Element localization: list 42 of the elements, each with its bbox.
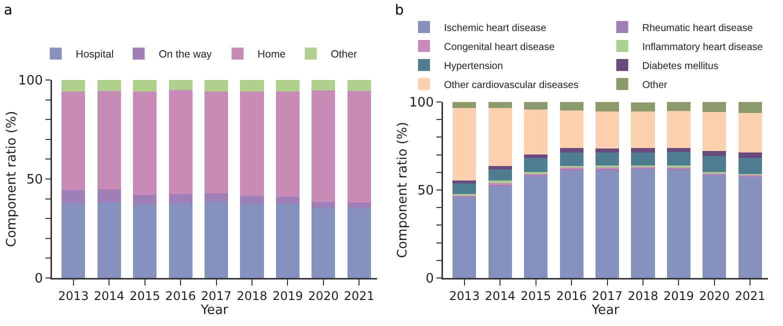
x-tick-label: 2019 bbox=[663, 288, 694, 303]
x-tick-label: 2014 bbox=[484, 288, 516, 303]
x-tick-label: 2013 bbox=[58, 288, 89, 303]
x-tick-label: 2018 bbox=[628, 288, 658, 303]
x-tick-label: 2016 bbox=[556, 288, 587, 303]
x-tick-label: 2017 bbox=[592, 288, 623, 303]
legend-label: Diabetes mellitus bbox=[642, 60, 718, 72]
legend-label: Other bbox=[642, 80, 668, 91]
legend-label: Hospital bbox=[76, 48, 114, 61]
x-tick-label: 2019 bbox=[272, 288, 303, 303]
x-tick-label: 2021 bbox=[344, 288, 374, 303]
y-tick-label: 50 bbox=[26, 172, 43, 188]
x-tick-label: 2014 bbox=[94, 288, 124, 303]
x-tick-label: 2016 bbox=[165, 288, 196, 303]
x-axis-title: Year bbox=[590, 302, 620, 318]
x-tick-label: 2018 bbox=[236, 288, 268, 303]
x-tick-label: 2013 bbox=[449, 288, 480, 303]
legend-label: Hypertension bbox=[444, 60, 503, 72]
x-tick-label: 2020 bbox=[699, 288, 730, 303]
x-axis-title: Year bbox=[200, 302, 229, 318]
x-tick-label: 2015 bbox=[520, 288, 552, 303]
y-tick-label: 0 bbox=[426, 272, 434, 287]
legend-label: Congenital heart disease bbox=[444, 42, 556, 53]
chart-title: b bbox=[394, 2, 404, 19]
legend-label: Other cardiovascular diseases bbox=[444, 80, 579, 91]
y-tick-label: 0 bbox=[34, 272, 43, 287]
legend-label: Rheumatic heart disease bbox=[642, 22, 754, 34]
legend-label: On the way bbox=[158, 48, 213, 61]
y-axis-title: Component ratio (%) bbox=[4, 110, 20, 248]
legend-label: Home bbox=[258, 48, 286, 61]
y-tick-label: 50 bbox=[417, 184, 434, 199]
x-tick-label: 2015 bbox=[130, 288, 160, 303]
chart-title: a bbox=[4, 2, 13, 19]
y-axis-title: Component ratio (%) bbox=[396, 122, 410, 258]
y-tick-label: 100 bbox=[18, 74, 43, 89]
y-tick-label: 100 bbox=[409, 96, 434, 111]
x-tick-label: 2020 bbox=[308, 288, 339, 303]
x-tick-label: 2021 bbox=[734, 288, 766, 303]
legend-label: Ischemic heart disease bbox=[444, 22, 547, 34]
legend-label: Other bbox=[330, 48, 358, 61]
x-tick-label: 2017 bbox=[201, 288, 232, 303]
legend-label: Inflammatory heart disease bbox=[642, 42, 764, 53]
